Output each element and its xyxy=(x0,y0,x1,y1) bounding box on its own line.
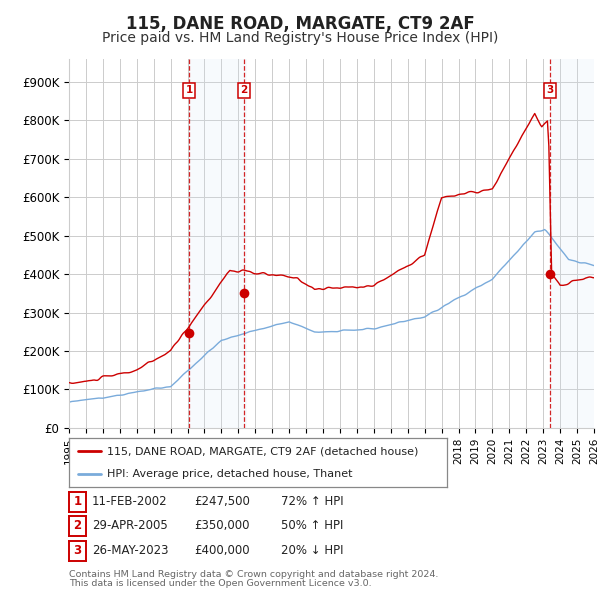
Text: HPI: Average price, detached house, Thanet: HPI: Average price, detached house, Than… xyxy=(107,468,352,478)
Text: Price paid vs. HM Land Registry's House Price Index (HPI): Price paid vs. HM Land Registry's House … xyxy=(102,31,498,45)
Bar xyxy=(189,59,247,428)
Text: 72% ↑ HPI: 72% ↑ HPI xyxy=(281,495,343,509)
Text: 2: 2 xyxy=(240,86,247,96)
Text: 115, DANE ROAD, MARGATE, CT9 2AF: 115, DANE ROAD, MARGATE, CT9 2AF xyxy=(125,15,475,33)
Text: 11-FEB-2002: 11-FEB-2002 xyxy=(92,495,167,509)
Text: Contains HM Land Registry data © Crown copyright and database right 2024.: Contains HM Land Registry data © Crown c… xyxy=(69,571,439,579)
Text: 1: 1 xyxy=(73,495,82,509)
Text: £350,000: £350,000 xyxy=(194,519,250,533)
Text: 50% ↑ HPI: 50% ↑ HPI xyxy=(281,519,343,533)
Bar xyxy=(550,59,594,428)
Text: £247,500: £247,500 xyxy=(194,495,250,509)
Text: 26-MAY-2023: 26-MAY-2023 xyxy=(92,544,168,558)
Text: This data is licensed under the Open Government Licence v3.0.: This data is licensed under the Open Gov… xyxy=(69,579,371,588)
Text: 115, DANE ROAD, MARGATE, CT9 2AF (detached house): 115, DANE ROAD, MARGATE, CT9 2AF (detach… xyxy=(107,447,418,457)
Text: 29-APR-2005: 29-APR-2005 xyxy=(92,519,167,533)
Text: 2: 2 xyxy=(73,519,82,533)
Text: 1: 1 xyxy=(185,86,193,96)
Text: 3: 3 xyxy=(73,544,82,558)
Text: £400,000: £400,000 xyxy=(194,544,250,558)
Text: 3: 3 xyxy=(546,86,553,96)
Text: 20% ↓ HPI: 20% ↓ HPI xyxy=(281,544,343,558)
